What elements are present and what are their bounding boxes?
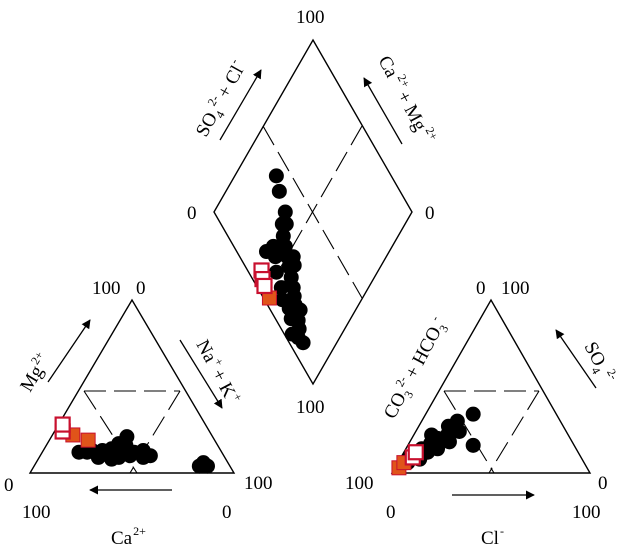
cation-sample-point: [90, 449, 106, 465]
diamond-sample-point: [268, 168, 284, 184]
cation-sample-point: [195, 455, 211, 471]
diamond-sample-point: [277, 204, 293, 220]
cation-corner-label: 0: [4, 475, 14, 496]
diamond-highlight-open-point: [256, 277, 273, 295]
cation-highlight-filled-point: [80, 432, 96, 448]
anion-corner-label: 0: [598, 473, 608, 494]
diamond-points: [253, 168, 311, 351]
diamond-sample-point: [258, 244, 274, 260]
ca-axis-label: Ca2+: [111, 524, 146, 549]
ca-mg-axis-label: Ca2++ Mg2+: [374, 51, 441, 148]
cation-corner-label: 0: [222, 502, 232, 523]
diamond-corner-label: 0: [187, 203, 197, 224]
na-k-axis-arrow: [179, 339, 223, 409]
anion-subfield-lines: [443, 390, 540, 474]
cation-corner-label: 100: [244, 473, 273, 494]
anion-corner-label: 0: [386, 502, 396, 523]
diamond-sample-point: [274, 292, 290, 308]
ca-mg-axis-arrow: [363, 77, 403, 145]
diamond-outline: [213, 38, 413, 386]
so4-axis-label: SO42-: [577, 337, 619, 388]
anion-corner-label: 100: [572, 502, 601, 523]
anion-sample-point: [449, 413, 465, 429]
co3-hco3-axis-label: CO32-+ HCO3-: [377, 313, 453, 424]
anion-sample-point: [465, 406, 481, 422]
anion-corner-label: 100: [345, 473, 374, 494]
cation-corner-label: 100: [92, 278, 121, 299]
cation-sample-point: [142, 448, 158, 464]
diamond-sample-point: [271, 183, 287, 199]
diamond-sample-point: [273, 280, 289, 296]
diamond-corner-label: 0: [425, 203, 435, 224]
cation-corner-label: 0: [136, 278, 146, 299]
so4-axis-arrow: [555, 329, 597, 389]
so4-cl-axis-arrow: [219, 69, 262, 141]
anion-sample-point: [465, 437, 481, 453]
diamond-corner-label: 100: [296, 397, 325, 418]
mg-axis-arrow: [47, 319, 91, 383]
diamond-sample-point: [284, 326, 300, 342]
anion-corner-label: 0: [476, 278, 486, 299]
anion-triangle: CO32-+ HCO3- SO42- Cl- 0 100 100 0 0 100: [345, 278, 619, 549]
anion-highlight-open-point: [407, 444, 424, 461]
anion-corner-label: 100: [501, 278, 530, 299]
diamond-corner-label: 100: [296, 7, 325, 28]
cl-axis-label: Cl-: [481, 524, 504, 549]
anion-points: [391, 406, 481, 476]
anion-sample-point: [424, 427, 440, 443]
anion-triangle-outline: [390, 298, 592, 474]
anion-sample-point: [430, 441, 446, 457]
cation-points: [54, 416, 215, 474]
cation-triangle-outline: [28, 298, 236, 474]
diamond-sample-point: [283, 311, 299, 327]
mg-axis-label: Mg2+: [14, 349, 55, 396]
cation-triangle: Mg2+ Na++ K+ Ca2+ 100 0 0 100 100 0: [4, 278, 273, 549]
cation-highlight-open-point: [54, 416, 71, 433]
cation-corner-label: 100: [22, 502, 51, 523]
diamond-sample-point: [268, 264, 284, 280]
diamond-sample-point: [274, 216, 290, 232]
cation-sample-point: [111, 436, 127, 452]
cation-sample-point: [111, 449, 127, 465]
